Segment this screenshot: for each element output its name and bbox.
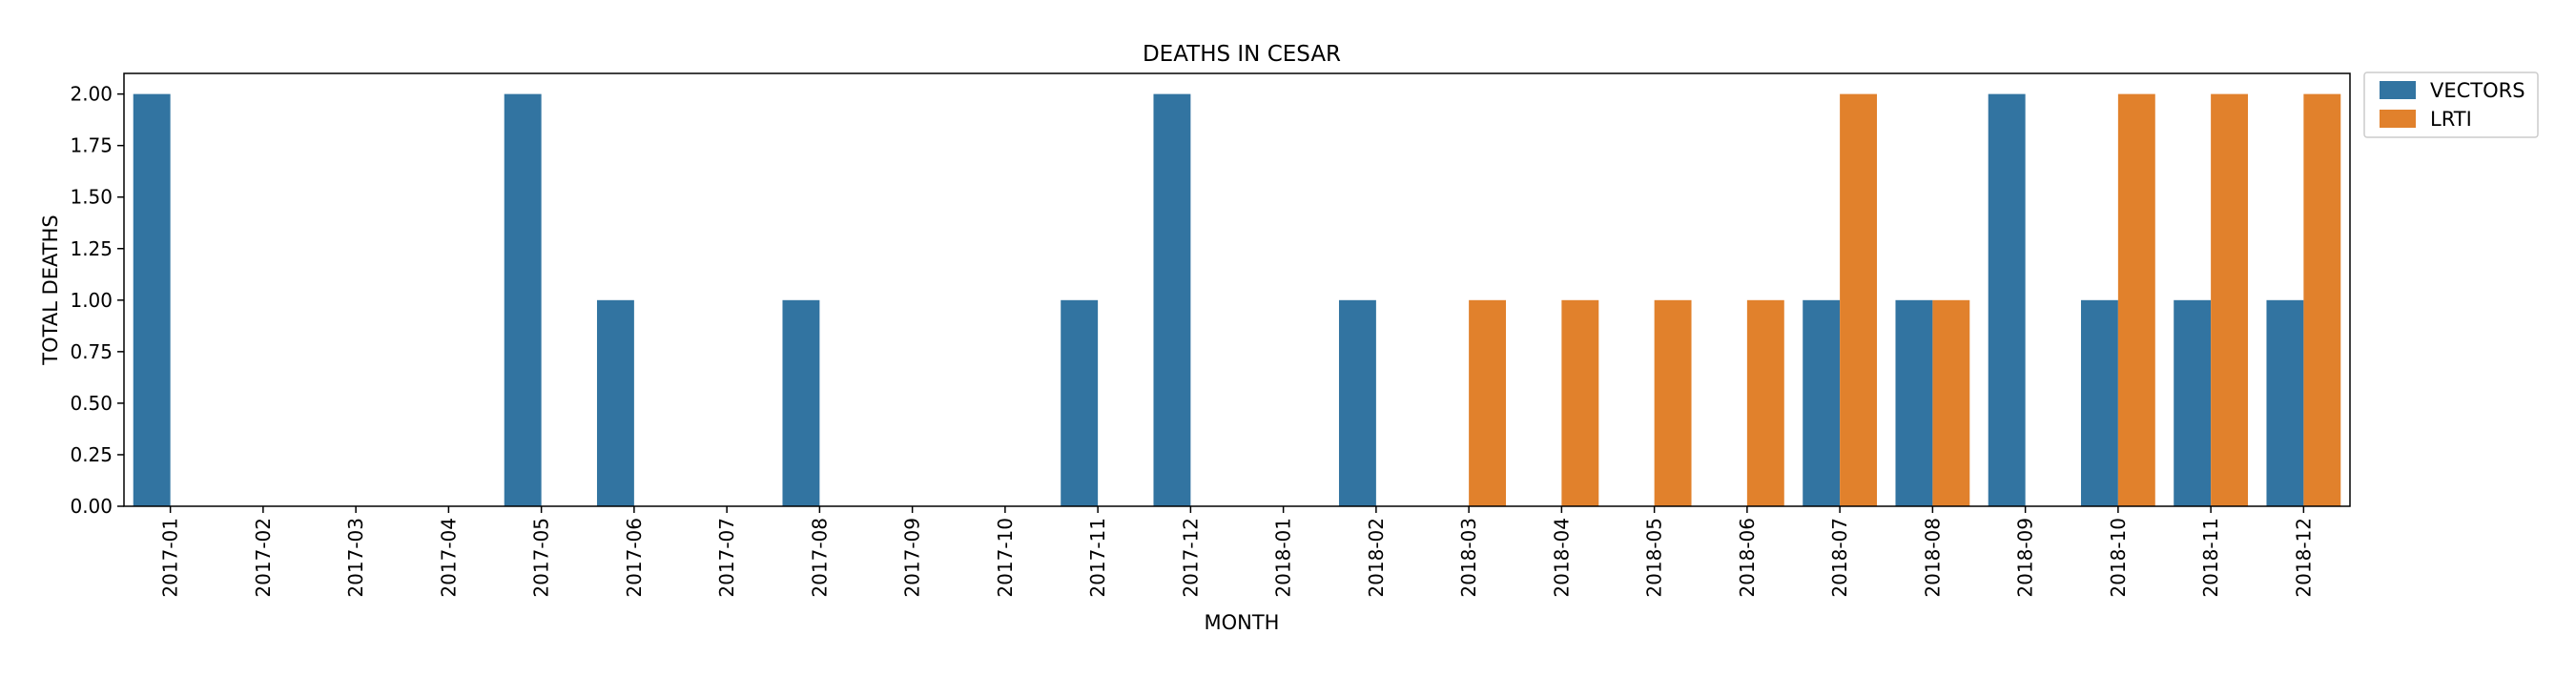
bar-vectors-2017-08: [782, 299, 820, 506]
x-tick-label: 2018-04: [1550, 518, 1573, 598]
x-tick-label: 2017-09: [901, 518, 924, 598]
bar-vectors-2018-11: [2174, 299, 2212, 506]
x-tick-label: 2017-05: [530, 518, 553, 598]
bar-lrti-2018-06: [1746, 299, 1784, 506]
y-tick-label: 1.75: [70, 134, 113, 157]
y-tick-label: 2.00: [70, 83, 113, 106]
bar-vectors-2017-12: [1153, 93, 1191, 506]
x-tick-label: 2018-02: [1365, 518, 1388, 598]
bars-layer: [133, 93, 2341, 506]
bar-lrti-2018-05: [1654, 299, 1692, 506]
bar-vectors-2017-05: [504, 93, 542, 506]
bar-lrti-2018-10: [2117, 93, 2155, 506]
x-tick-label: 2018-03: [1457, 518, 1480, 598]
bar-vectors-2018-02: [1338, 299, 1376, 506]
bar-vectors-2017-01: [133, 93, 171, 506]
bar-lrti-2018-04: [1561, 299, 1599, 506]
x-tick-label: 2017-11: [1086, 518, 1109, 598]
legend: VECTORS LRTI: [2363, 72, 2539, 138]
x-tick-label: 2018-01: [1272, 518, 1295, 598]
x-tick-label: 2018-07: [1828, 518, 1851, 598]
legend-label-lrti: LRTI: [2430, 108, 2472, 131]
y-tick-label: 1.25: [70, 237, 113, 260]
x-tick-label: 2017-12: [1179, 518, 1202, 598]
x-axis-label: MONTH: [1205, 611, 1280, 634]
x-tick-label: 2018-10: [2107, 518, 2130, 598]
bar-vectors-2018-09: [1988, 93, 2026, 506]
bar-vectors-2018-10: [2080, 299, 2118, 506]
y-tick-label: 1.00: [70, 289, 113, 312]
x-tick-label: 2018-12: [2292, 518, 2315, 598]
bar-lrti-2018-08: [1932, 299, 1970, 506]
x-tick-label: 2018-08: [1921, 518, 1944, 598]
x-tick-label: 2017-10: [994, 518, 1017, 598]
x-axis-ticks: 2017-01 2017-02 2017-03 2017-04 2017-05 2017-…: [159, 506, 2315, 598]
x-tick-label: 2018-05: [1643, 518, 1666, 598]
plot-frame: [123, 72, 2351, 507]
y-tick-label: 0.75: [70, 340, 113, 363]
x-tick-label: 2017-04: [437, 518, 460, 598]
x-tick-label: 2017-08: [808, 518, 831, 598]
legend-swatch-vectors: [2380, 81, 2416, 99]
bar-vectors-2018-12: [2266, 299, 2304, 506]
bar-lrti-2018-03: [1469, 299, 1507, 506]
y-axis-ticks: 0.00 0.25 0.50 0.75 1.00 1.25 1.50 1.75 2.00: [70, 83, 124, 518]
x-tick-label: 2017-07: [715, 518, 738, 598]
legend-label-vectors: VECTORS: [2430, 79, 2525, 102]
bar-vectors-2017-11: [1061, 299, 1099, 506]
x-tick-label: 2017-06: [623, 518, 646, 598]
bar-lrti-2018-07: [1840, 93, 1878, 506]
chart-title: DEATHS IN CESAR: [1143, 42, 1341, 67]
bar-lrti-2018-11: [2211, 93, 2249, 506]
x-tick-label: 2018-09: [2014, 518, 2037, 598]
x-tick-label: 2018-06: [1736, 518, 1759, 598]
x-tick-label: 2018-11: [2199, 518, 2222, 598]
y-tick-label: 1.50: [70, 186, 113, 209]
bar-vectors-2018-08: [1895, 299, 1933, 506]
bar-vectors-2017-06: [596, 299, 634, 506]
legend-swatch-lrti: [2380, 110, 2416, 128]
y-tick-label: 0.50: [70, 392, 113, 415]
y-tick-label: 0.25: [70, 443, 113, 466]
bar-lrti-2018-12: [2303, 93, 2341, 506]
x-tick-label: 2017-03: [344, 518, 367, 598]
bar-vectors-2018-07: [1803, 299, 1841, 506]
x-tick-label: 2017-02: [252, 518, 275, 598]
y-tick-label: 0.00: [70, 495, 113, 518]
y-axis-label: TOTAL DEATHS: [39, 215, 62, 365]
x-tick-label: 2017-01: [159, 518, 182, 598]
